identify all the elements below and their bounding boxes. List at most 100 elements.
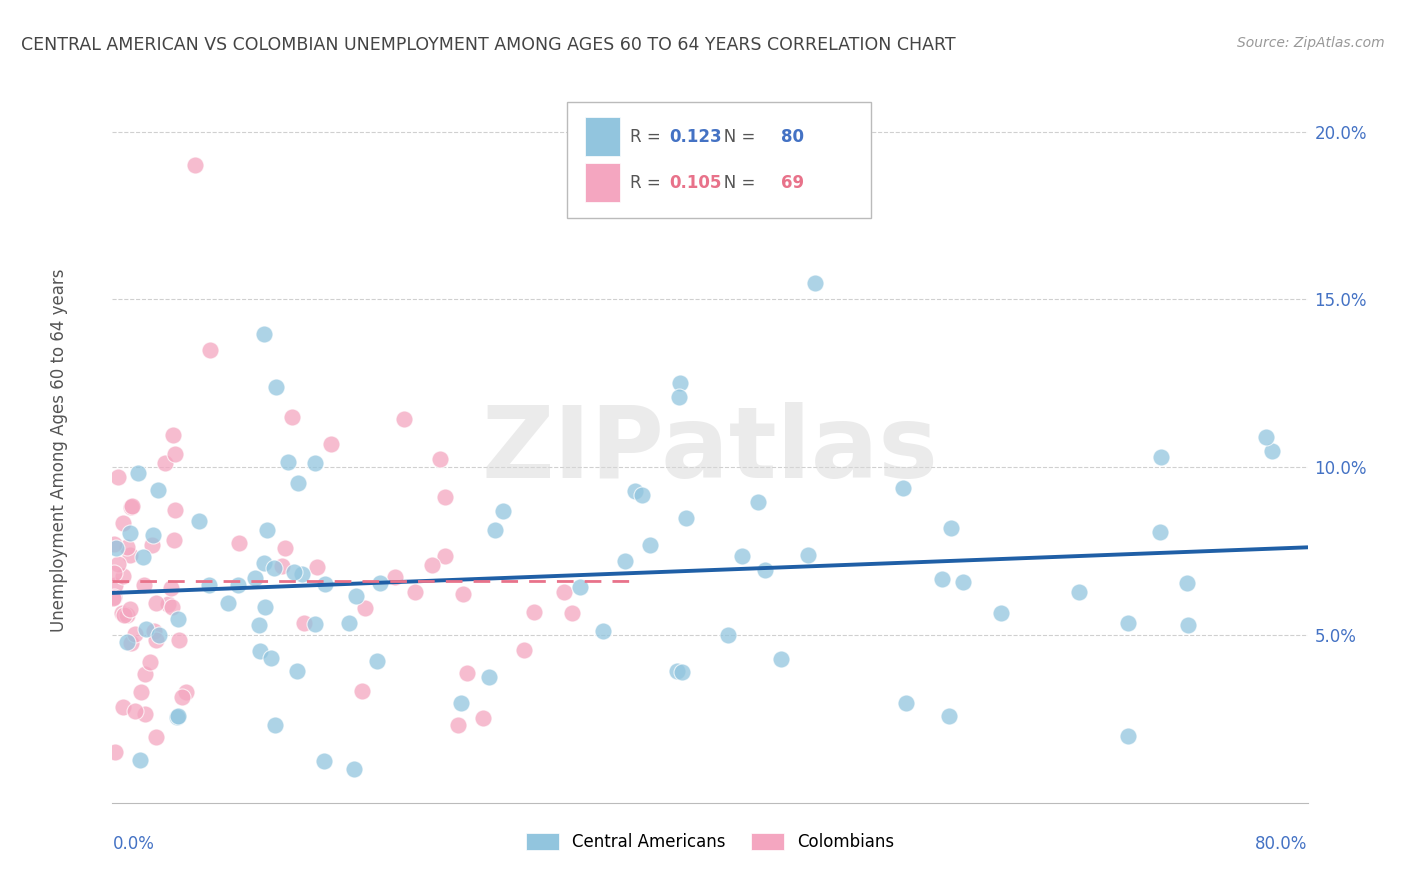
Point (134, 707, 156, 722)
Point (263, 561, 285, 575)
Point (174, 685, 197, 699)
Point (135, 622, 157, 636)
FancyBboxPatch shape (585, 118, 620, 156)
Point (285, 665, 308, 679)
Point (1261, 444, 1284, 458)
Point (260, 651, 283, 665)
Point (120, 636, 142, 650)
Point (165, 502, 187, 516)
Point (434, 549, 457, 564)
Point (148, 627, 170, 641)
Point (104, 746, 127, 760)
Point (166, 708, 188, 723)
Point (287, 475, 309, 490)
Point (183, 158, 205, 172)
Point (433, 490, 456, 504)
Point (941, 521, 963, 535)
Point (120, 500, 142, 515)
FancyBboxPatch shape (567, 102, 872, 218)
Point (675, 510, 697, 524)
Point (129, 753, 152, 767)
Point (145, 632, 167, 647)
Point (141, 538, 163, 552)
Point (1067, 584, 1090, 599)
Point (217, 596, 239, 610)
Point (283, 565, 305, 579)
Point (931, 572, 953, 586)
Point (624, 483, 647, 498)
Point (146, 483, 169, 497)
Point (630, 488, 652, 502)
Point (172, 690, 194, 705)
Text: ZIPatlas: ZIPatlas (482, 402, 938, 499)
Point (107, 469, 129, 483)
Point (145, 596, 167, 610)
Point (422, 558, 444, 572)
Point (896, 696, 918, 710)
Point (112, 608, 135, 623)
Point (1118, 729, 1140, 743)
Point (613, 554, 636, 568)
Point (198, 577, 221, 591)
Point (803, 276, 825, 290)
Point (592, 624, 614, 639)
Point (447, 718, 470, 732)
Point (671, 665, 693, 680)
Point (404, 584, 426, 599)
Point (1256, 430, 1278, 444)
Point (163, 533, 186, 548)
Point (451, 587, 474, 601)
Point (384, 570, 406, 584)
Point (472, 711, 495, 725)
Point (160, 581, 183, 595)
Point (344, 589, 367, 603)
Point (142, 528, 165, 542)
Text: R =: R = (630, 128, 666, 146)
Point (132, 549, 155, 564)
Point (717, 628, 740, 642)
Point (263, 717, 285, 731)
Point (478, 669, 501, 683)
Point (107, 558, 129, 572)
Point (111, 568, 134, 582)
Text: 69: 69 (780, 174, 804, 192)
Point (797, 548, 820, 562)
Point (103, 566, 125, 581)
Point (350, 683, 373, 698)
Point (891, 481, 914, 495)
Point (198, 343, 221, 357)
Point (127, 466, 149, 480)
Text: N =: N = (707, 128, 761, 146)
Point (264, 379, 287, 393)
Point (115, 635, 138, 649)
Point (124, 626, 146, 640)
Point (368, 576, 391, 591)
Text: 0.123: 0.123 (669, 128, 723, 146)
Point (304, 616, 326, 631)
Point (769, 652, 792, 666)
Point (281, 409, 304, 424)
Point (307, 560, 329, 574)
Point (1175, 576, 1198, 591)
Point (134, 666, 156, 681)
Point (139, 655, 162, 669)
Point (990, 607, 1012, 621)
Point (166, 710, 188, 724)
Point (249, 644, 271, 658)
Point (1150, 450, 1173, 464)
Point (111, 699, 134, 714)
Point (394, 411, 416, 425)
Point (665, 664, 688, 678)
Point (105, 541, 128, 555)
Point (104, 578, 127, 592)
Point (1118, 615, 1140, 630)
Point (354, 600, 377, 615)
Point (337, 615, 360, 630)
Point (167, 612, 190, 626)
Point (553, 585, 575, 599)
Point (484, 524, 506, 538)
Point (429, 452, 451, 467)
Text: CENTRAL AMERICAN VS COLOMBIAN UNEMPLOYMENT AMONG AGES 60 TO 64 YEARS CORRELATION: CENTRAL AMERICAN VS COLOMBIAN UNEMPLOYME… (21, 36, 956, 54)
Point (247, 617, 270, 632)
Point (952, 574, 974, 589)
